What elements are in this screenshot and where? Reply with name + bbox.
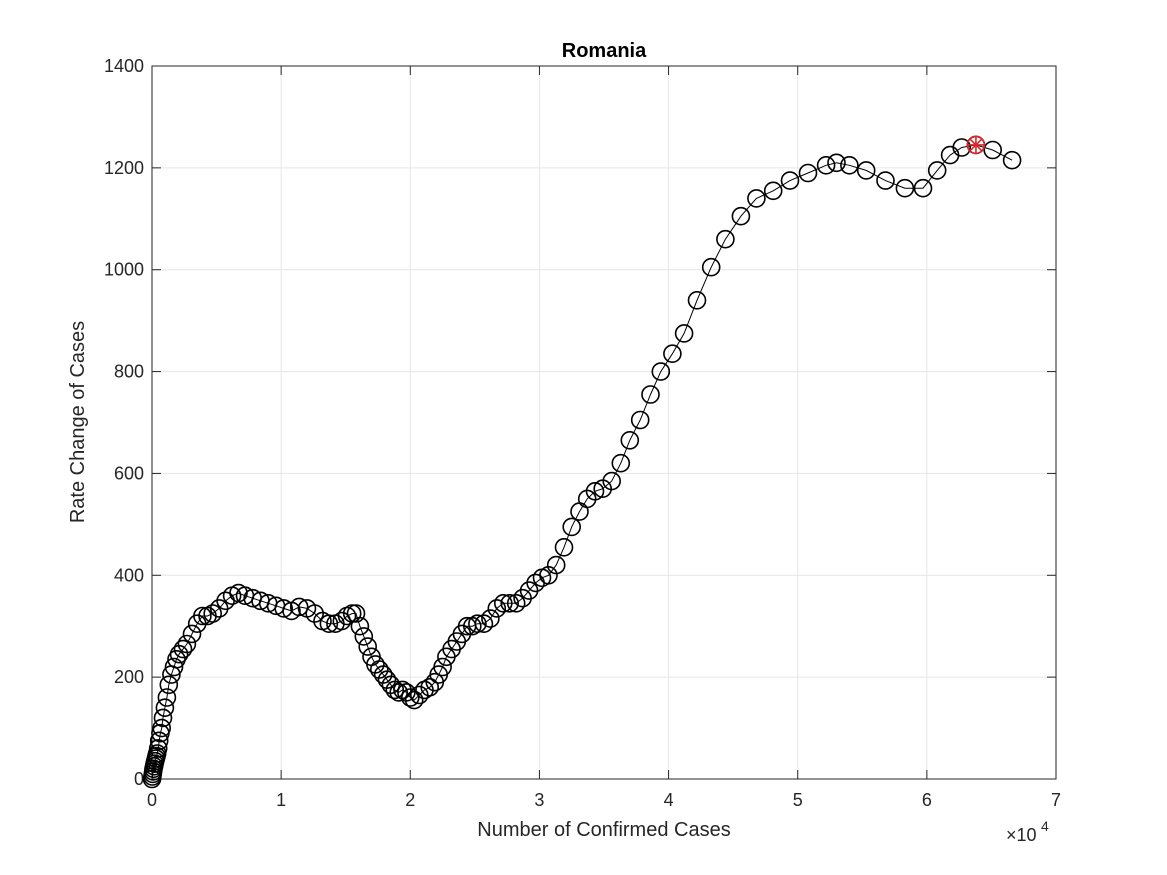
data-point (763, 181, 783, 201)
data-point (203, 604, 222, 623)
data-point (481, 609, 500, 628)
data-point (913, 178, 933, 198)
data-point (153, 708, 173, 728)
x-tick-label: 3 (534, 790, 544, 810)
data-point (182, 624, 202, 644)
y-axis-label: Rate Change of Cases (67, 321, 89, 523)
data-point (895, 178, 915, 198)
data-point (354, 627, 374, 646)
data-point (468, 614, 487, 634)
plot-area-box (151, 65, 1057, 780)
data-point (173, 639, 193, 659)
data-point (400, 688, 420, 707)
data-point (164, 657, 184, 677)
y-tick-label: 400 (114, 565, 144, 585)
data-point (952, 138, 972, 157)
data-point (731, 206, 751, 226)
data-point (346, 604, 366, 623)
chart-title: Romania (562, 40, 647, 62)
data-point (152, 718, 171, 738)
y-tick-label: 1400 (104, 56, 144, 76)
highlight-marker-group (966, 135, 986, 155)
data-point (674, 324, 694, 343)
data-point (500, 593, 520, 613)
x-axis-label: Number of Confirmed Cases (477, 819, 730, 841)
y-tick-label: 200 (114, 667, 144, 687)
x-tick-label: 2 (405, 790, 415, 810)
data-point (840, 156, 859, 175)
y-axis-ticks: 0 200 400 600 800 1000 1200 1400 (104, 56, 1056, 789)
data-point (554, 537, 574, 557)
x-tick-label: 5 (793, 790, 803, 810)
x-axis-multiplier: ×10 (1006, 825, 1037, 845)
data-point (159, 675, 179, 695)
y-tick-label: 1000 (104, 260, 144, 280)
data-point (585, 481, 605, 501)
x-axis-ticks: 0 1 2 3 4 5 6 7 (147, 66, 1061, 810)
data-point (389, 683, 409, 702)
data-point (747, 189, 766, 208)
data-point (157, 688, 177, 707)
data-point (927, 161, 947, 180)
data-point (602, 471, 622, 491)
data-point (876, 171, 895, 190)
data-point (148, 739, 168, 758)
data-point (149, 731, 169, 751)
axes-frame (151, 65, 1057, 780)
data-point (487, 599, 507, 618)
data-point (358, 637, 378, 656)
data-point (289, 597, 309, 617)
data-point (983, 140, 1003, 160)
data-point (663, 344, 682, 364)
data-point (716, 229, 735, 249)
data-point (798, 163, 818, 183)
data-point (319, 614, 339, 634)
y-tick-label: 800 (114, 362, 144, 382)
data-point (1002, 150, 1022, 170)
data-point (155, 698, 175, 718)
data-point (546, 555, 566, 575)
data-point (274, 599, 294, 618)
data-point (433, 657, 452, 677)
data-point (701, 257, 721, 277)
data-point (474, 614, 494, 634)
x-tick-label: 1 (276, 790, 286, 810)
data-point (177, 634, 197, 654)
data-point (385, 680, 405, 700)
x-tick-label: 7 (1051, 790, 1061, 810)
highlight-asterisk-d2 (968, 137, 983, 152)
data-point (856, 161, 876, 180)
data-point (780, 171, 800, 190)
data-point (651, 362, 671, 381)
data-point (420, 677, 440, 697)
data-point (562, 517, 582, 537)
y-tick-label: 1200 (104, 158, 144, 178)
y-tick-label: 600 (114, 463, 144, 483)
data-point (827, 153, 846, 173)
data-point (350, 616, 370, 636)
x-tick-label: 4 (664, 790, 674, 810)
data-point (630, 410, 650, 430)
data-point (611, 453, 631, 473)
data-point (506, 593, 526, 613)
data-point (404, 690, 424, 710)
y-tick-label: 0 (134, 769, 144, 789)
x-axis-multiplier-exponent: 4 (1041, 818, 1049, 834)
data-point (620, 430, 640, 450)
series-markers-group (142, 135, 1022, 789)
data-point (641, 385, 660, 404)
data-point (193, 606, 212, 626)
x-tick-label: 6 (922, 790, 932, 810)
data-point (816, 156, 836, 175)
x-tick-label: 0 (147, 790, 157, 810)
data-point (493, 593, 513, 613)
data-point (687, 290, 707, 310)
